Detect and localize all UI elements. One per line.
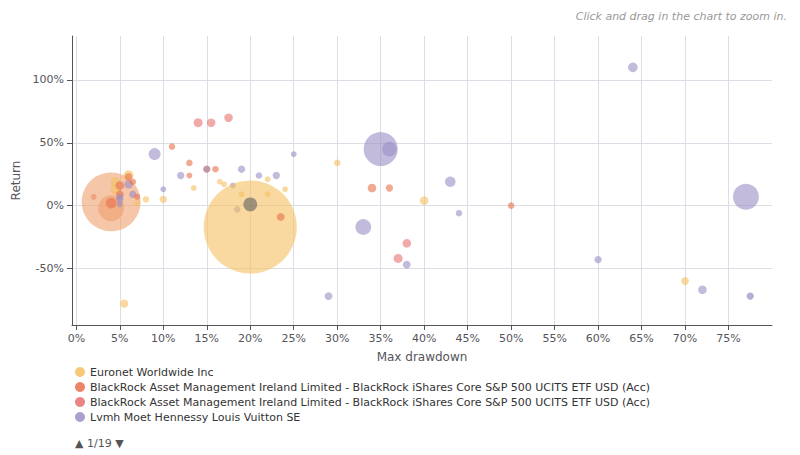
svg-text:55%: 55% [542,332,566,345]
svg-text:BlackRock Asset Management Ire: BlackRock Asset Management Ireland Limit… [90,381,650,394]
svg-text:50%: 50% [40,136,64,149]
svg-text:70%: 70% [673,332,697,345]
svg-text:10%: 10% [151,332,175,345]
svg-text:25%: 25% [282,332,306,345]
svg-text:0%: 0% [47,199,64,212]
svg-text:Lvmh Moet Hennessy Louis Vuitt: Lvmh Moet Hennessy Louis Vuitton SE [90,411,300,424]
svg-text:60%: 60% [586,332,610,345]
svg-text:-50%: -50% [36,262,64,275]
svg-text:Click and drag in the chart to: Click and drag in the chart to zoom in. [576,10,787,23]
svg-text:0%: 0% [68,332,85,345]
svg-text:30%: 30% [325,332,349,345]
svg-text:50%: 50% [499,332,523,345]
svg-text:BlackRock Asset Management Ire: BlackRock Asset Management Ireland Limit… [90,396,650,409]
svg-text:15%: 15% [195,332,219,345]
svg-text:Max drawdown: Max drawdown [377,350,468,364]
svg-text:45%: 45% [455,332,479,345]
svg-text:Euronet Worldwide Inc: Euronet Worldwide Inc [90,366,214,379]
svg-text:5%: 5% [111,332,128,345]
svg-text:75%: 75% [716,332,740,345]
svg-text:20%: 20% [238,332,262,345]
svg-text:65%: 65% [629,332,653,345]
svg-text:40%: 40% [412,332,436,345]
svg-text:35%: 35% [368,332,392,345]
svg-text:100%: 100% [33,73,64,86]
svg-text:▲ 1/19 ▼: ▲ 1/19 ▼ [75,437,124,450]
svg-text:Return: Return [9,161,23,201]
